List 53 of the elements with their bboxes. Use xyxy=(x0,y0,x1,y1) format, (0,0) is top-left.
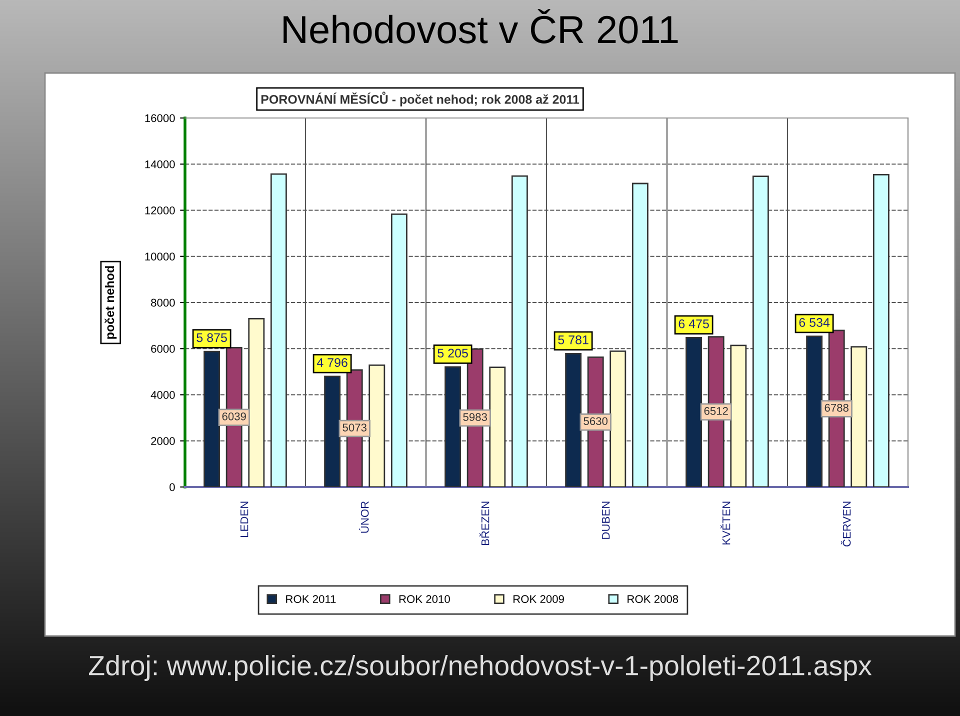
legend-label: ROK 2009 xyxy=(514,595,564,604)
data-label: 5 781 xyxy=(558,335,588,344)
y-tick-label: 14000 xyxy=(145,160,175,168)
bar xyxy=(324,376,341,487)
x-tick-label: ČERVEN xyxy=(840,502,851,546)
bar xyxy=(872,174,890,487)
chart-subtitle: POROVNÁNÍ MĚSÍCŮ - počet nehod; rok 2008 až 2011 xyxy=(261,92,580,106)
y-tick-label: 12000 xyxy=(145,206,175,214)
bar xyxy=(270,173,287,487)
bar xyxy=(565,352,582,487)
legend-label: ROK 2008 xyxy=(628,595,678,604)
bar xyxy=(390,213,408,487)
data-label: 5073 xyxy=(342,424,366,432)
y-tick-label: 0 xyxy=(170,483,175,492)
y-axis-title: počet nehod xyxy=(104,266,117,339)
data-label: 5983 xyxy=(463,413,487,421)
data-label: 5630 xyxy=(584,417,608,426)
bar xyxy=(444,366,462,487)
y-tick-label: 6000 xyxy=(151,344,175,353)
y-tick-label: 2000 xyxy=(151,437,175,446)
data-label: 6 475 xyxy=(678,319,709,328)
x-tick-label: DUBEN xyxy=(602,502,610,539)
data-label: 6039 xyxy=(222,412,246,420)
bar xyxy=(632,182,648,487)
legend-label: ROK 2011 xyxy=(286,595,336,604)
bar xyxy=(368,364,386,487)
x-tick-label: ÚNOR xyxy=(358,501,369,533)
bar xyxy=(850,346,868,487)
bar xyxy=(204,350,220,487)
data-label: 5 875 xyxy=(196,333,227,342)
data-label: 6512 xyxy=(704,407,728,415)
x-tick-label: KVĚTEN xyxy=(720,502,730,544)
bar xyxy=(806,336,823,487)
x-tick-label: BŘEZEN xyxy=(479,502,490,546)
y-tick-label: 4000 xyxy=(150,391,175,399)
data-label: 4 796 xyxy=(316,358,348,367)
legend-label: ROK 2010 xyxy=(399,595,450,604)
y-tick-label: 8000 xyxy=(151,298,175,307)
bar xyxy=(730,344,747,487)
chart-title: Nehodovost v ČR 2011 xyxy=(284,9,678,44)
bar xyxy=(752,176,769,487)
bar xyxy=(489,366,506,487)
bar xyxy=(511,175,528,487)
bar xyxy=(610,350,626,487)
y-tick-label: 16000 xyxy=(145,114,175,122)
data-label: 6 534 xyxy=(799,318,830,327)
bar xyxy=(248,318,265,487)
data-label: 5 205 xyxy=(438,348,468,358)
x-tick-label: LEDEN xyxy=(240,502,248,538)
text: Zdroj: www.policie.cz/soubor/nehodovost-v-1-pololeti-2011.aspx xyxy=(88,655,872,681)
bar xyxy=(686,336,702,487)
data-label: 6788 xyxy=(824,404,848,412)
y-tick-label: 10000 xyxy=(145,252,175,261)
